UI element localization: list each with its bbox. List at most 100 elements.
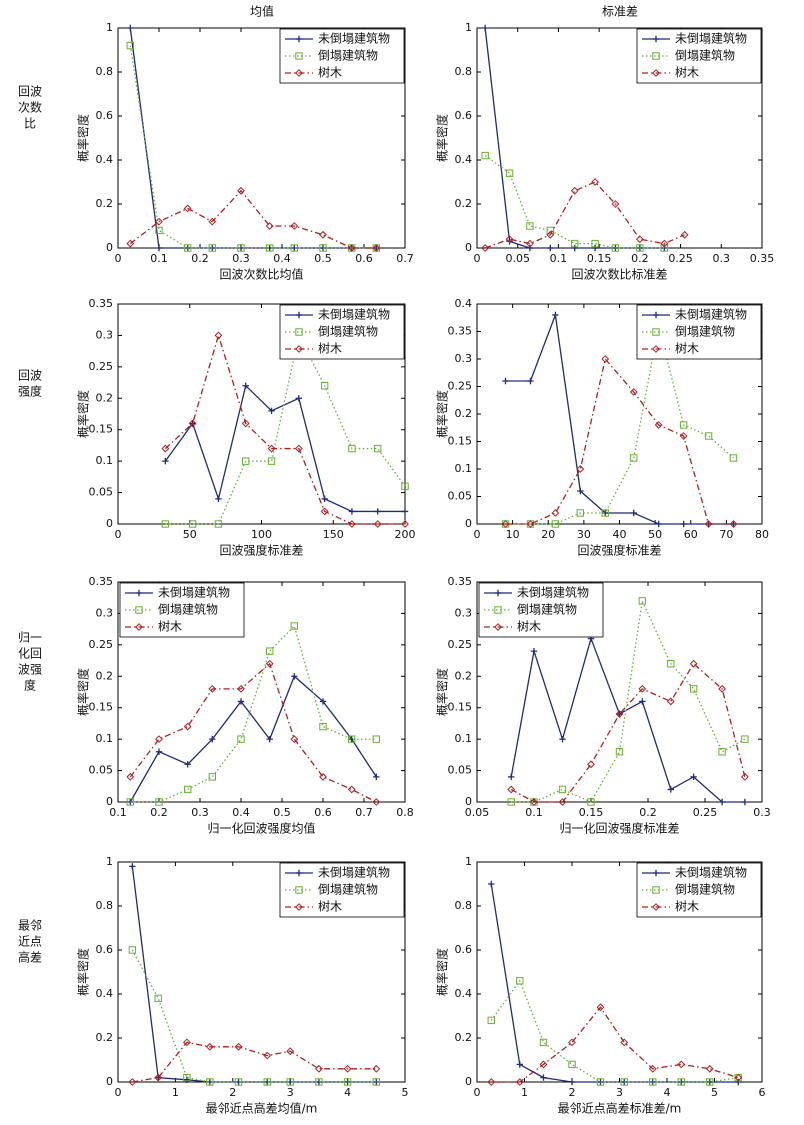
marker [319,772,327,781]
marker [286,1078,294,1086]
marker [516,977,524,985]
y-tick-label: 0.1 [96,454,114,467]
marker [291,673,298,680]
series-line [511,598,746,803]
marker [290,244,299,252]
marker [654,421,663,429]
marker [372,1064,381,1073]
y-tick-label: 0 [465,1075,472,1088]
marker [129,863,136,870]
legend-label: 未倒塌建筑物 [318,31,390,46]
marker [183,722,192,731]
marker [161,520,170,528]
series-line [129,675,377,803]
marker [401,508,409,515]
marker [237,186,245,195]
marker [620,1078,628,1086]
x-tick-label: 6 [759,1086,766,1099]
y-tick-label: 0 [465,241,472,254]
row-label: 度 [24,678,36,693]
legend-label: 树木 [318,341,342,356]
marker [373,773,380,781]
legend-label: 倒塌建筑物 [675,882,735,897]
x-tick-label: 0.3 [713,252,731,265]
marker [154,1074,162,1081]
legend-marker [295,886,303,894]
x-tick-label: 0.1 [109,806,127,819]
y-tick-label: 0.1 [455,732,473,745]
marker [558,785,567,794]
marker [576,509,585,517]
legend-label: 未倒塌建筑物 [675,307,747,322]
y-tick-label: 0.25 [448,380,473,393]
marker [209,735,216,743]
y-axis-label: 概率密度 [76,114,91,162]
legend-marker [652,886,660,894]
y-tick-label: 0.6 [455,109,473,122]
marker [155,798,163,806]
y-tick-label: 0.2 [96,1031,114,1044]
marker [319,230,327,239]
marker [348,444,356,453]
x-axis-label: 最邻近点高差均值/m [206,1101,318,1116]
legend-marker [494,589,502,597]
y-axis-label: 概率密度 [76,668,91,716]
x-tick-label: 0.2 [631,252,649,265]
marker [128,946,137,954]
marker [126,798,134,806]
marker [264,1078,271,1086]
marker [154,994,162,1003]
marker [508,773,515,781]
x-tick-label: 5 [711,1086,718,1099]
x-axis-label: 归一化回波强度均值 [207,821,315,836]
marker [319,244,327,252]
y-tick-label: 0.35 [89,575,114,588]
series-line [165,333,406,525]
y-axis-label: 概率密度 [435,114,450,162]
legend-label: 倒塌建筑物 [517,602,577,617]
y-tick-label: 0.2 [455,197,473,210]
y-tick-label: 0.6 [96,943,114,956]
marker [630,454,638,462]
x-tick-label: 1 [521,1086,528,1099]
legend-label: 树木 [158,619,182,634]
marker [319,244,327,252]
marker [401,482,409,490]
marker [530,798,538,806]
marker [620,1038,629,1047]
series-line [132,1041,377,1083]
series-line [490,979,739,1083]
marker [689,685,698,693]
marker [639,698,646,705]
row-label: 近点 [18,935,42,949]
row-label: 比 [24,117,36,131]
legend-label: 倒塌建筑物 [675,48,735,63]
x-tick-label: 0.7 [355,806,373,819]
marker [526,520,535,528]
marker [526,239,534,248]
marker [601,509,609,517]
series-line [510,636,745,803]
x-tick-label: 4 [344,1086,351,1099]
x-axis-label: 回波强度标准差 [219,543,303,558]
series-line [129,662,377,803]
marker [347,520,356,528]
marker [591,244,599,252]
x-tick-label: 0.3 [191,806,209,819]
marker [286,1047,295,1056]
marker [320,382,329,390]
x-tick-label: 20 [541,528,555,541]
x-tick-label: 0.35 [750,252,775,265]
marker [208,217,217,226]
y-axis-label: 概率密度 [76,390,91,438]
series-line [505,325,734,525]
marker [184,785,192,794]
marker [526,222,534,230]
marker [615,710,624,718]
marker [611,200,620,208]
x-tick-label: 0.5 [273,806,291,819]
marker [208,773,217,781]
x-tick-label: 2 [569,1086,576,1099]
y-tick-label: 0.8 [455,65,473,78]
x-tick-label: 3 [287,1086,294,1099]
